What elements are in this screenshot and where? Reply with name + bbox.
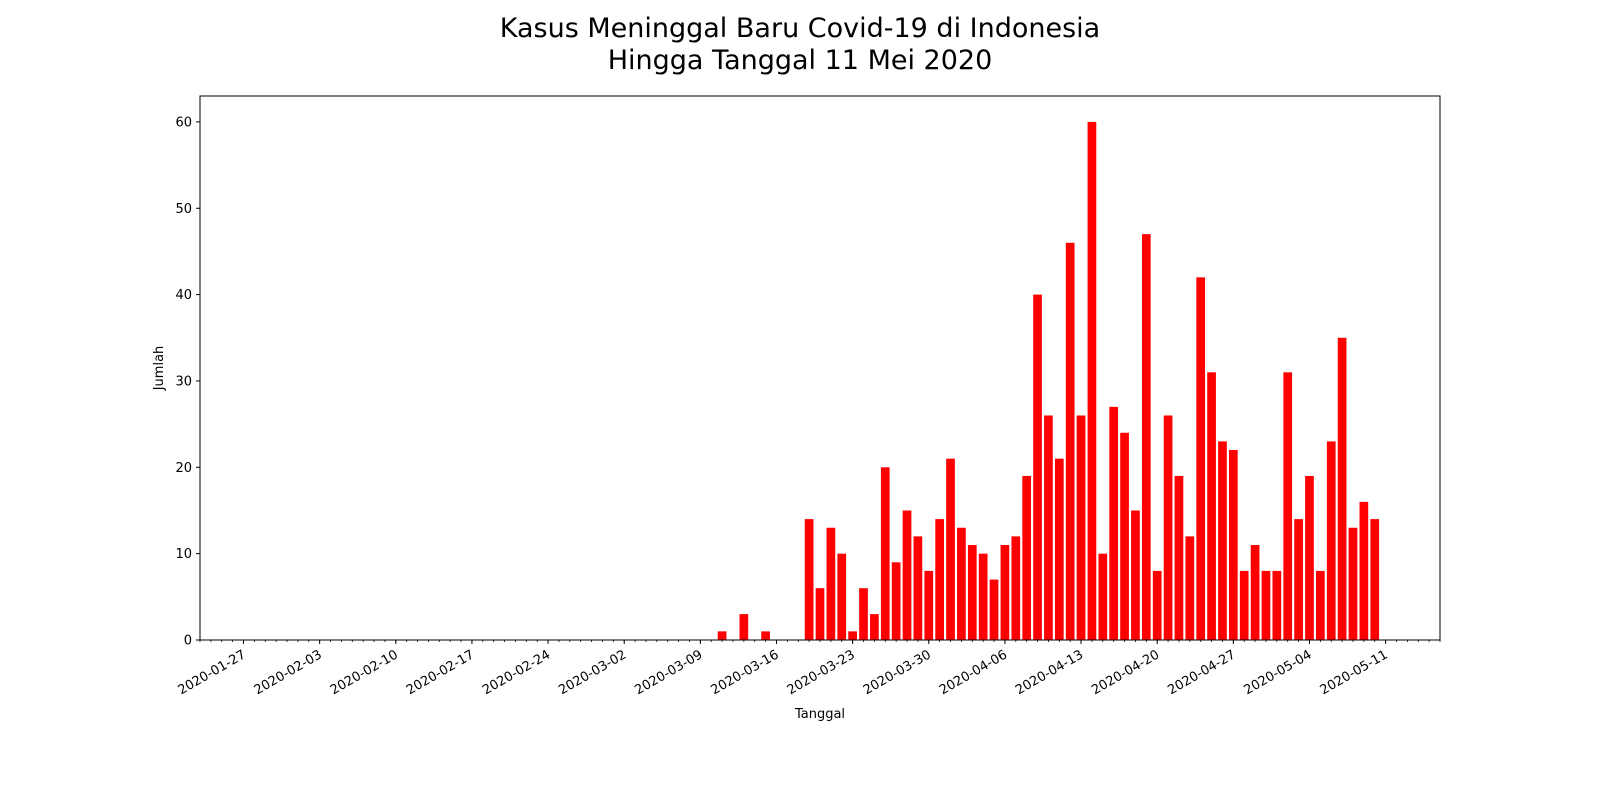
bar — [1326, 441, 1336, 640]
bar — [946, 458, 955, 640]
bar — [739, 614, 749, 640]
bar — [717, 631, 727, 640]
y-tick-label: 50 — [175, 202, 192, 217]
bar — [880, 467, 890, 640]
y-tick-label: 10 — [175, 547, 192, 562]
x-tick-label: 2020-05-04 — [1242, 647, 1315, 698]
x-tick-label: 2020-02-10 — [328, 647, 401, 698]
bar — [1283, 372, 1293, 640]
bar — [913, 536, 923, 640]
bar — [957, 527, 966, 640]
x-axis-label: Tanggal — [794, 707, 845, 722]
x-tick-label: 2020-04-13 — [1013, 647, 1086, 698]
x-tick-label: 2020-02-24 — [480, 647, 553, 698]
y-tick-label: 20 — [175, 461, 192, 476]
bar — [1098, 553, 1108, 640]
bar — [761, 631, 770, 640]
bar — [924, 570, 934, 640]
bar — [1207, 372, 1216, 640]
bars-group — [717, 121, 1380, 641]
x-tick-label: 2020-05-11 — [1318, 647, 1391, 698]
bar — [1359, 501, 1369, 640]
plot-frame — [199, 95, 1441, 641]
bar — [1316, 570, 1325, 640]
bar — [804, 519, 814, 640]
bar — [1163, 415, 1173, 640]
bar — [1174, 475, 1184, 640]
bar — [859, 588, 868, 640]
bar — [1294, 519, 1303, 640]
bar — [902, 510, 912, 640]
bar — [1011, 536, 1021, 640]
bar — [1120, 432, 1129, 640]
bar — [1228, 450, 1238, 640]
x-tick-label: 2020-04-20 — [1089, 647, 1162, 698]
bar — [967, 545, 977, 640]
x-tick-label: 2020-03-09 — [632, 647, 705, 698]
x-tick-label: 2020-03-02 — [556, 647, 629, 698]
bar — [1044, 415, 1053, 640]
bar — [1087, 121, 1097, 640]
bar — [1076, 415, 1086, 640]
bar — [815, 588, 825, 640]
y-axis: 0 10 20 30 40 50 60 — [175, 115, 200, 649]
bar — [1065, 242, 1075, 641]
bar — [1196, 277, 1206, 640]
x-axis: 2020-01-27 2020-02-03 2020-02-10 2020-02-17… — [176, 640, 1441, 698]
x-tick-label: 2020-02-17 — [404, 647, 477, 698]
bar — [1033, 294, 1042, 640]
bar — [891, 562, 901, 640]
bar — [1185, 536, 1195, 640]
bar — [1239, 570, 1249, 640]
y-axis-label: Jumlah — [152, 346, 167, 392]
bar — [1250, 545, 1260, 640]
bar — [1348, 527, 1358, 640]
y-tick-label: 40 — [175, 288, 192, 303]
bar — [1305, 475, 1314, 640]
bar — [1261, 570, 1271, 640]
x-tick-label: 2020-03-30 — [861, 647, 934, 698]
bar — [978, 553, 988, 640]
bar — [1054, 458, 1064, 640]
bar — [1131, 510, 1140, 640]
bar — [989, 579, 999, 640]
bar — [1218, 441, 1227, 640]
chart-title-line1: Kasus Meninggal Baru Covid-19 di Indones… — [500, 13, 1100, 44]
bar — [848, 631, 857, 640]
bar — [1337, 337, 1347, 640]
chart-title-line2: Hingga Tanggal 11 Mei 2020 — [608, 45, 993, 76]
x-tick-label: 2020-02-03 — [252, 647, 325, 698]
bar — [1141, 234, 1151, 640]
bar — [826, 527, 836, 640]
bar — [1152, 570, 1162, 640]
x-tick-label: 2020-03-16 — [709, 647, 782, 698]
x-tick-label: 2020-04-27 — [1165, 647, 1238, 698]
y-tick-label: 30 — [175, 374, 192, 389]
bar — [1370, 519, 1380, 640]
bar — [1000, 545, 1010, 640]
y-tick-label: 0 — [184, 634, 192, 649]
bar — [935, 519, 944, 640]
bar — [870, 614, 879, 640]
bar — [1272, 570, 1282, 640]
bar — [1109, 406, 1119, 640]
x-tick-label: 2020-03-23 — [785, 647, 858, 698]
bar — [837, 553, 847, 640]
y-tick-label: 60 — [175, 115, 192, 130]
bar — [1022, 475, 1032, 640]
x-tick-label: 2020-04-06 — [937, 647, 1010, 698]
x-tick-label: 2020-01-27 — [176, 647, 249, 698]
